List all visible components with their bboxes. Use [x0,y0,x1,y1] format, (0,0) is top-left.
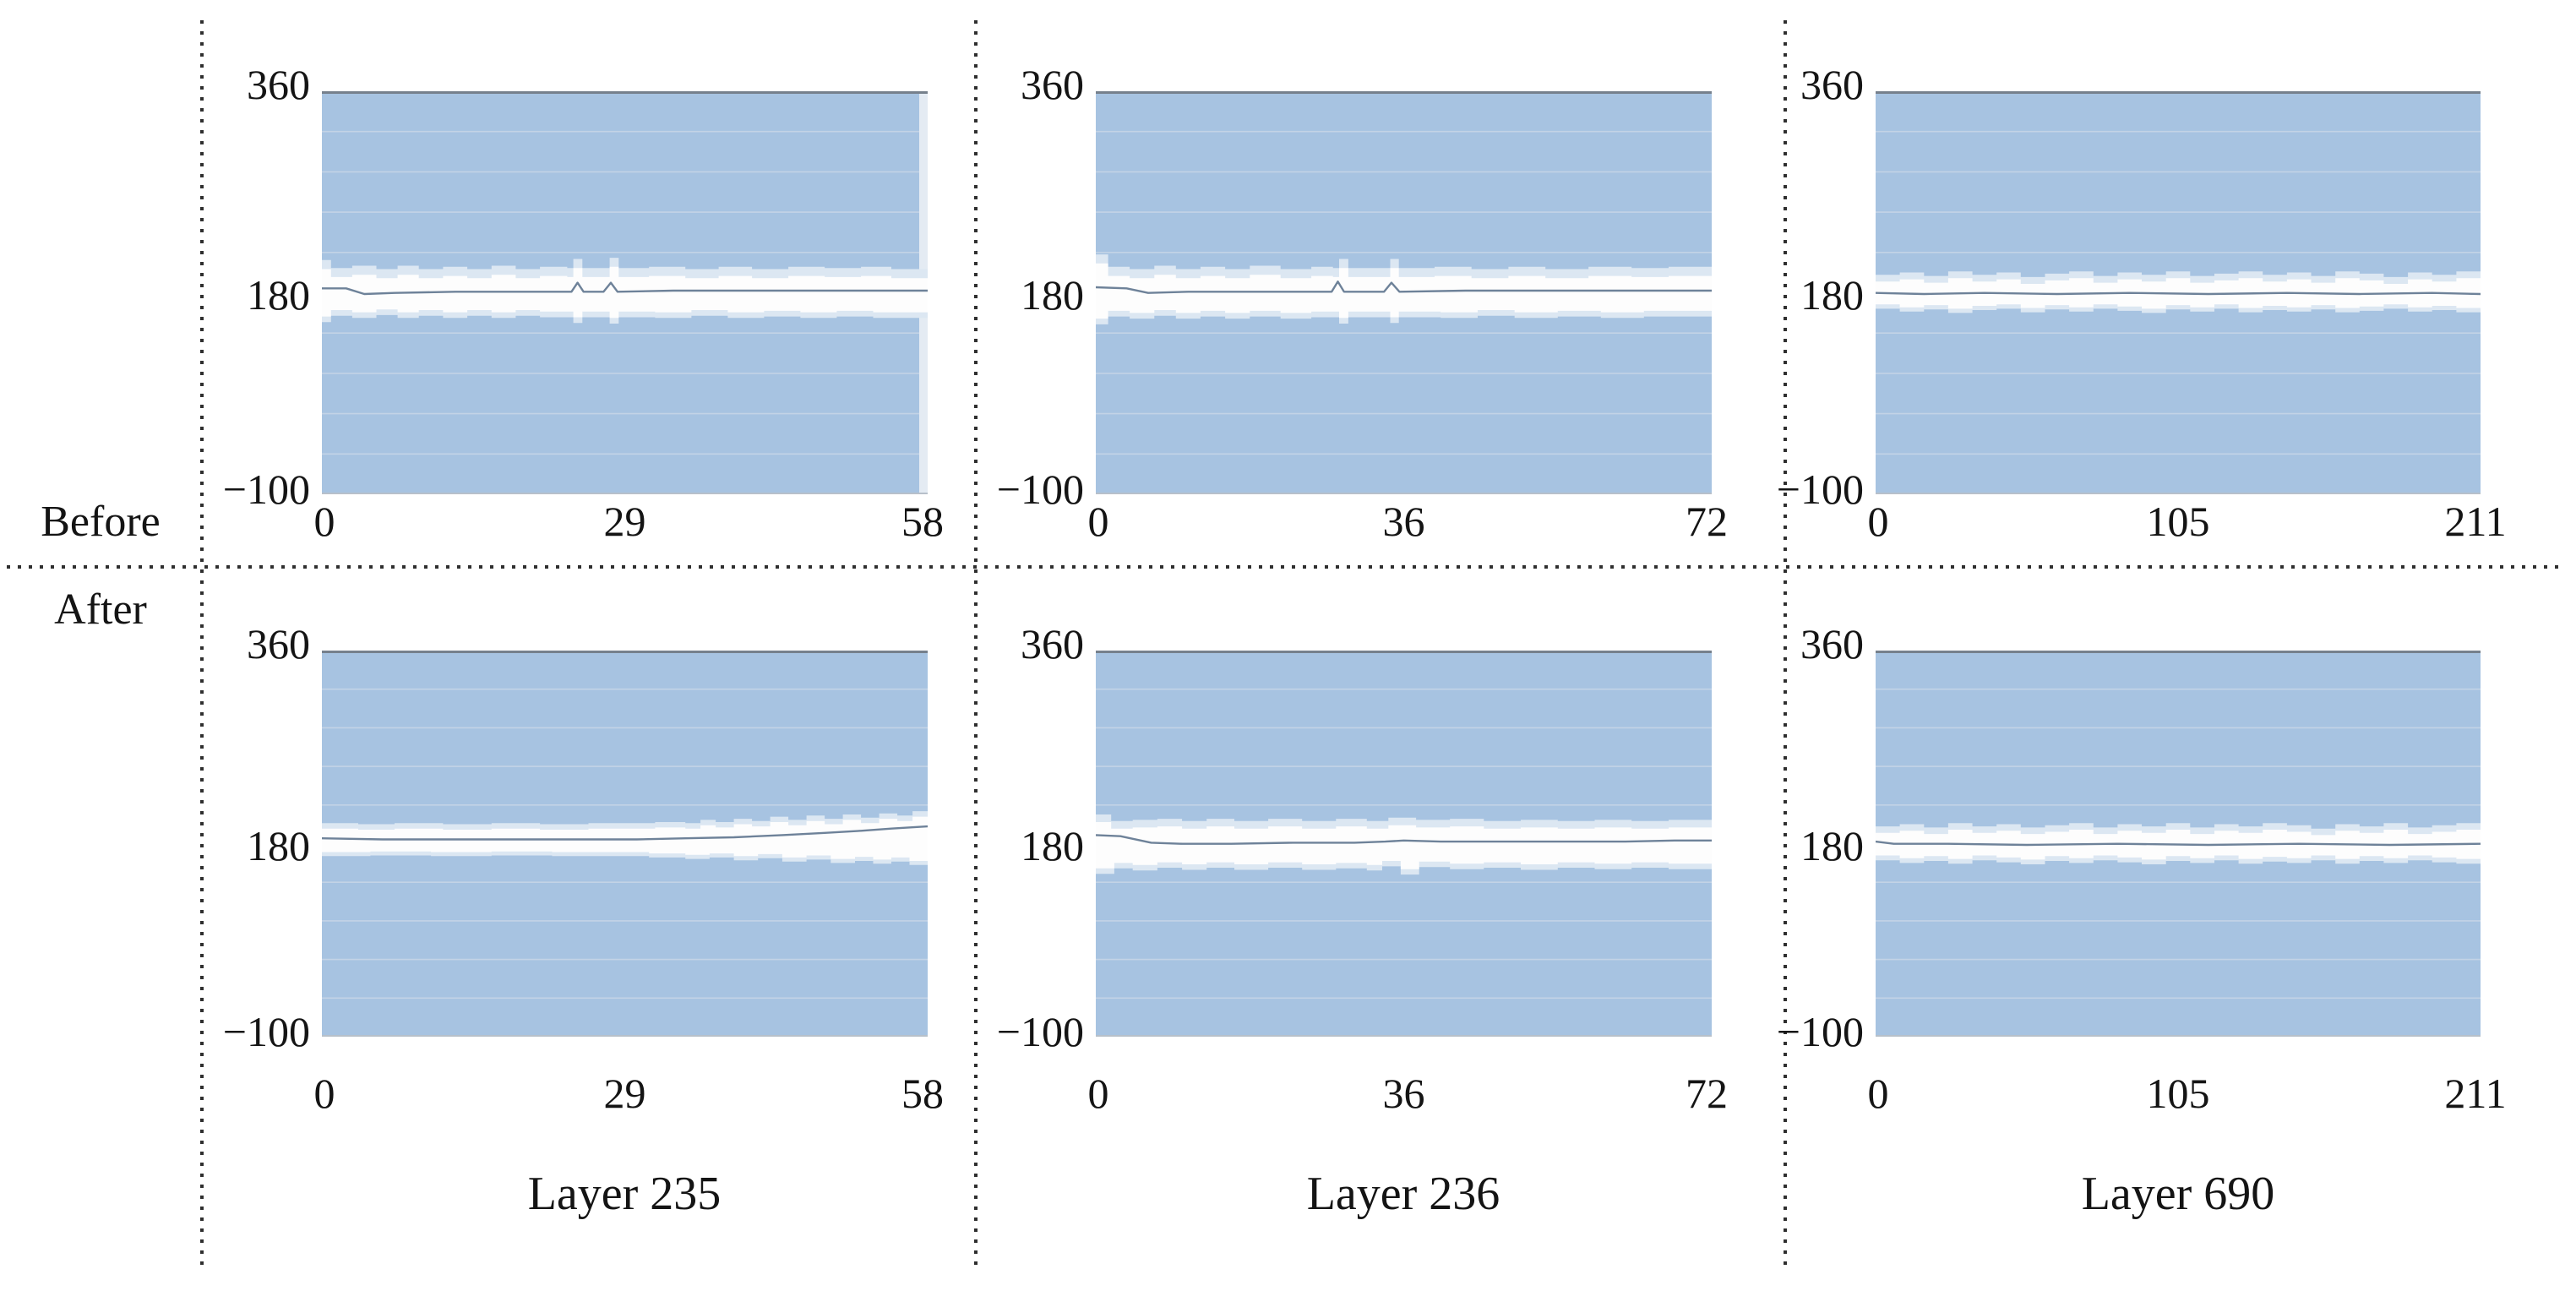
divider-horizontal-before-after [7,565,2565,569]
panel-before-layer235: 360 180 −100 0 29 58 [223,63,944,542]
column-label-layer236: Layer 236 [1306,1168,1500,1220]
y-tick-minus100: −100 [996,1008,1084,1055]
panel-after-layer236: 360 180 −100 0 36 72 [997,623,1728,1114]
white-band [1096,822,1712,869]
x-tick-mid: 105 [2146,1070,2210,1117]
panel-before-layer690: 360 180 −100 0 105 211 [1777,63,2507,542]
y-tick-180: 180 [247,271,310,319]
column-label-layer235: Layer 235 [527,1168,722,1220]
y-tick-minus100: −100 [1776,466,1864,513]
center-profile-line [1096,281,1712,294]
x-tick-0: 0 [1867,1070,1889,1117]
center-profile-line [1876,840,2481,847]
y-tick-360: 360 [1021,61,1084,108]
x-tick-mid: 36 [1382,498,1425,545]
center-profile-line [1876,291,2481,296]
x-tick-max: 72 [1686,1070,1728,1117]
center-profile-line [322,281,928,296]
plot-area-after-layer236 [1096,651,1712,1037]
x-tick-max: 211 [2444,498,2507,545]
x-tick-0: 0 [313,498,335,545]
y-tick-minus100: −100 [222,1008,310,1055]
plot-area-after-layer235 [322,651,928,1037]
x-tick-0: 0 [1087,1070,1109,1117]
x-tick-0: 0 [313,1070,335,1117]
y-tick-180: 180 [1800,271,1864,319]
plot-area-before-layer236 [1096,91,1712,494]
y-tick-180: 180 [1021,822,1084,870]
x-tick-0: 0 [1087,498,1109,545]
column-label-layer690: Layer 690 [2081,1168,2275,1220]
y-tick-180: 180 [1800,822,1864,870]
panel-after-layer235: 360 180 −100 0 29 58 [223,623,944,1114]
x-tick-mid: 36 [1382,1070,1425,1117]
plot-area-before-layer235 [322,91,928,494]
x-tick-0: 0 [1867,498,1889,545]
divider-vertical-col2-col3 [1784,20,1787,1272]
center-profile-line [1096,834,1712,845]
y-tick-360: 360 [1021,620,1084,667]
divider-vertical-left [200,20,204,1272]
plot-area-after-layer690 [1876,651,2481,1037]
y-tick-minus100: −100 [1776,1008,1864,1055]
y-tick-minus100: −100 [222,466,310,513]
y-tick-180: 180 [1021,271,1084,319]
y-tick-360: 360 [247,61,310,108]
y-tick-minus100: −100 [996,466,1084,513]
panel-before-layer236: 360 180 −100 0 36 72 [997,63,1728,542]
x-tick-max: 211 [2444,1070,2507,1117]
x-tick-mid: 105 [2146,498,2210,545]
divider-vertical-col1-col2 [974,20,978,1272]
y-tick-180: 180 [247,822,310,870]
x-tick-max: 72 [1686,498,1728,545]
x-tick-mid: 29 [603,1070,646,1117]
row-label-after: After [54,586,147,634]
x-tick-max: 58 [901,1070,944,1117]
x-tick-max: 58 [901,498,944,545]
center-profile-line [322,825,928,841]
plot-area-before-layer690 [1876,91,2481,494]
panel-after-layer690: 360 180 −100 0 105 211 [1777,623,2507,1114]
row-label-before: Before [41,498,161,546]
x-tick-mid: 29 [603,498,646,545]
y-tick-360: 360 [1800,61,1864,108]
y-tick-360: 360 [1800,620,1864,667]
y-tick-360: 360 [247,620,310,667]
